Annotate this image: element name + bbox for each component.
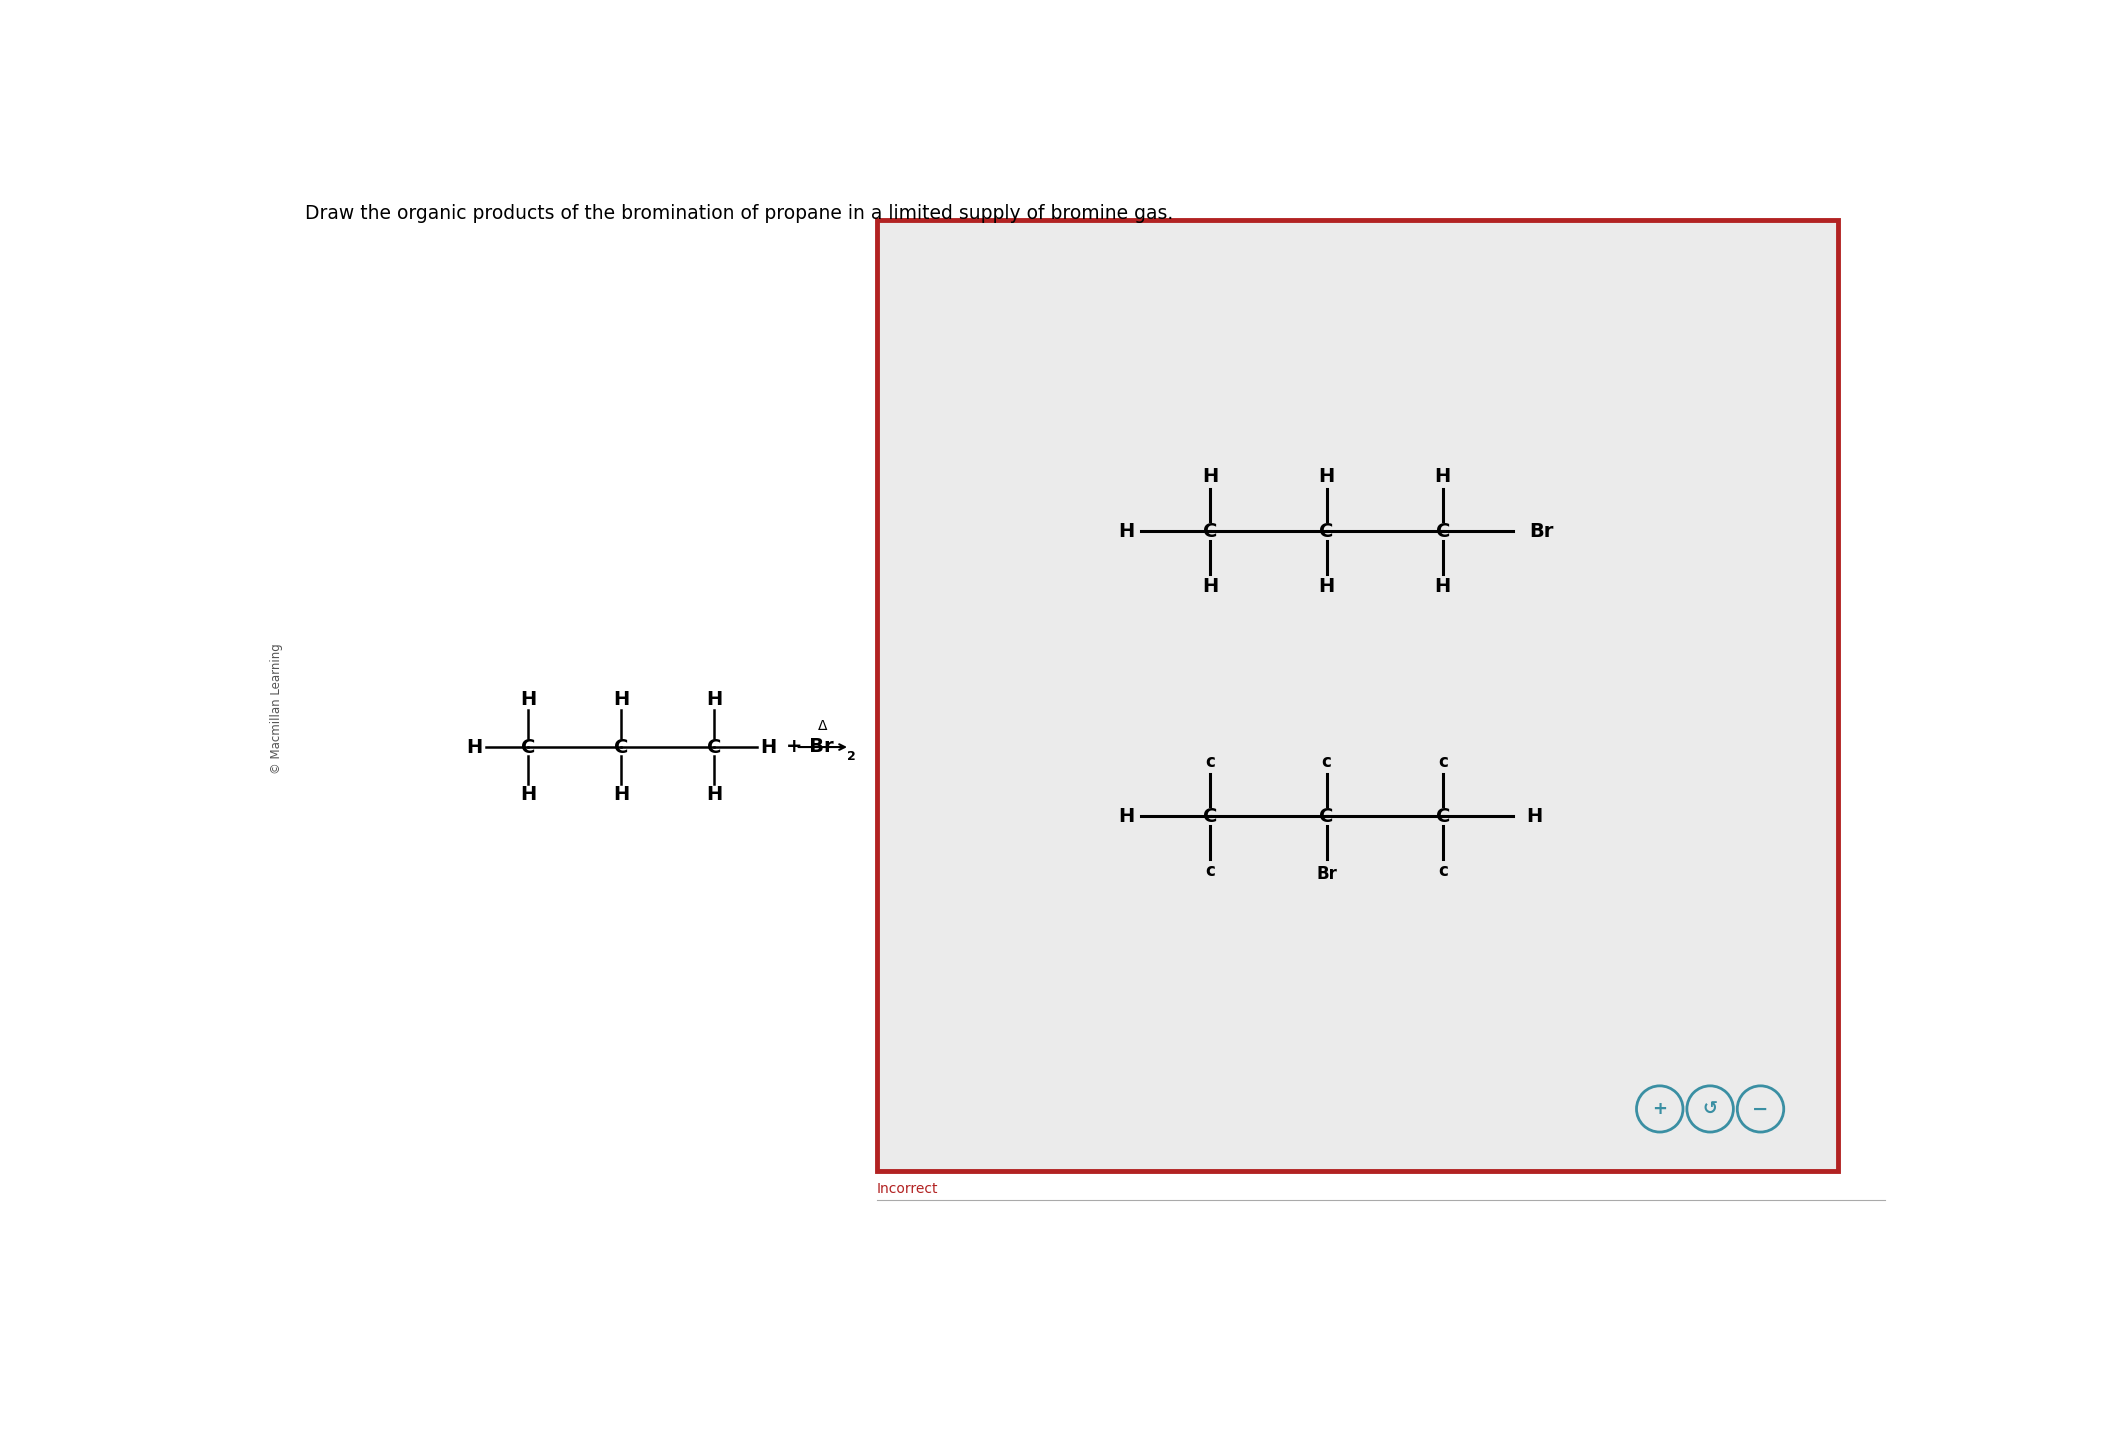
- Text: H: H: [705, 785, 722, 805]
- Text: H: H: [1118, 522, 1135, 540]
- Text: c: c: [1205, 753, 1216, 770]
- Text: H: H: [1203, 467, 1218, 487]
- Text: Br: Br: [1529, 522, 1555, 540]
- Text: c: c: [1438, 863, 1449, 880]
- Text: H: H: [466, 737, 483, 757]
- Text: Br: Br: [1315, 866, 1336, 883]
- Text: ↺: ↺: [1703, 1100, 1718, 1118]
- Text: H: H: [612, 785, 629, 805]
- Text: c: c: [1438, 753, 1449, 770]
- Text: −: −: [1752, 1100, 1769, 1118]
- Text: + Br: + Br: [786, 737, 834, 756]
- Text: H: H: [1203, 577, 1218, 595]
- Text: C: C: [614, 737, 629, 757]
- Text: 2: 2: [847, 750, 856, 763]
- Text: H: H: [1434, 577, 1451, 595]
- Text: C: C: [521, 737, 536, 757]
- Text: C: C: [1320, 522, 1334, 540]
- Text: C: C: [1320, 806, 1334, 827]
- Text: c: c: [1322, 753, 1332, 770]
- Text: C: C: [707, 737, 722, 757]
- Text: Incorrect: Incorrect: [877, 1182, 938, 1196]
- Text: H: H: [1118, 806, 1135, 827]
- Text: H: H: [1434, 467, 1451, 487]
- Text: H: H: [1317, 467, 1334, 487]
- Text: H: H: [705, 689, 722, 709]
- Text: Δ: Δ: [818, 720, 828, 733]
- Text: H: H: [521, 785, 536, 805]
- Text: H: H: [521, 689, 536, 709]
- Text: H: H: [760, 737, 777, 757]
- Text: C: C: [1436, 806, 1451, 827]
- Text: Draw the organic products of the bromination of propane in a limited supply of b: Draw the organic products of the bromina…: [305, 204, 1173, 223]
- Text: C: C: [1436, 522, 1451, 540]
- Text: C: C: [1203, 806, 1218, 827]
- Text: H: H: [1527, 806, 1542, 827]
- Text: H: H: [1317, 577, 1334, 595]
- Text: c: c: [1205, 863, 1216, 880]
- Text: C: C: [1203, 522, 1218, 540]
- Text: © Macmillan Learning: © Macmillan Learning: [269, 643, 284, 775]
- Text: H: H: [612, 689, 629, 709]
- Text: +: +: [1652, 1100, 1667, 1118]
- Bar: [877, 220, 1838, 1170]
